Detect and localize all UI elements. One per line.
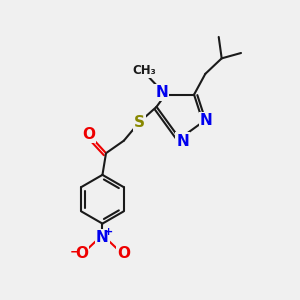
- Text: O: O: [75, 246, 88, 261]
- Text: −: −: [70, 245, 80, 258]
- Text: N: N: [176, 134, 189, 148]
- Text: N: N: [200, 113, 213, 128]
- Text: N: N: [155, 85, 168, 100]
- Text: O: O: [82, 127, 95, 142]
- Text: O: O: [117, 246, 130, 261]
- Text: +: +: [104, 227, 114, 237]
- Text: S: S: [134, 115, 145, 130]
- Text: CH₃: CH₃: [133, 64, 157, 77]
- Text: N: N: [96, 230, 109, 245]
